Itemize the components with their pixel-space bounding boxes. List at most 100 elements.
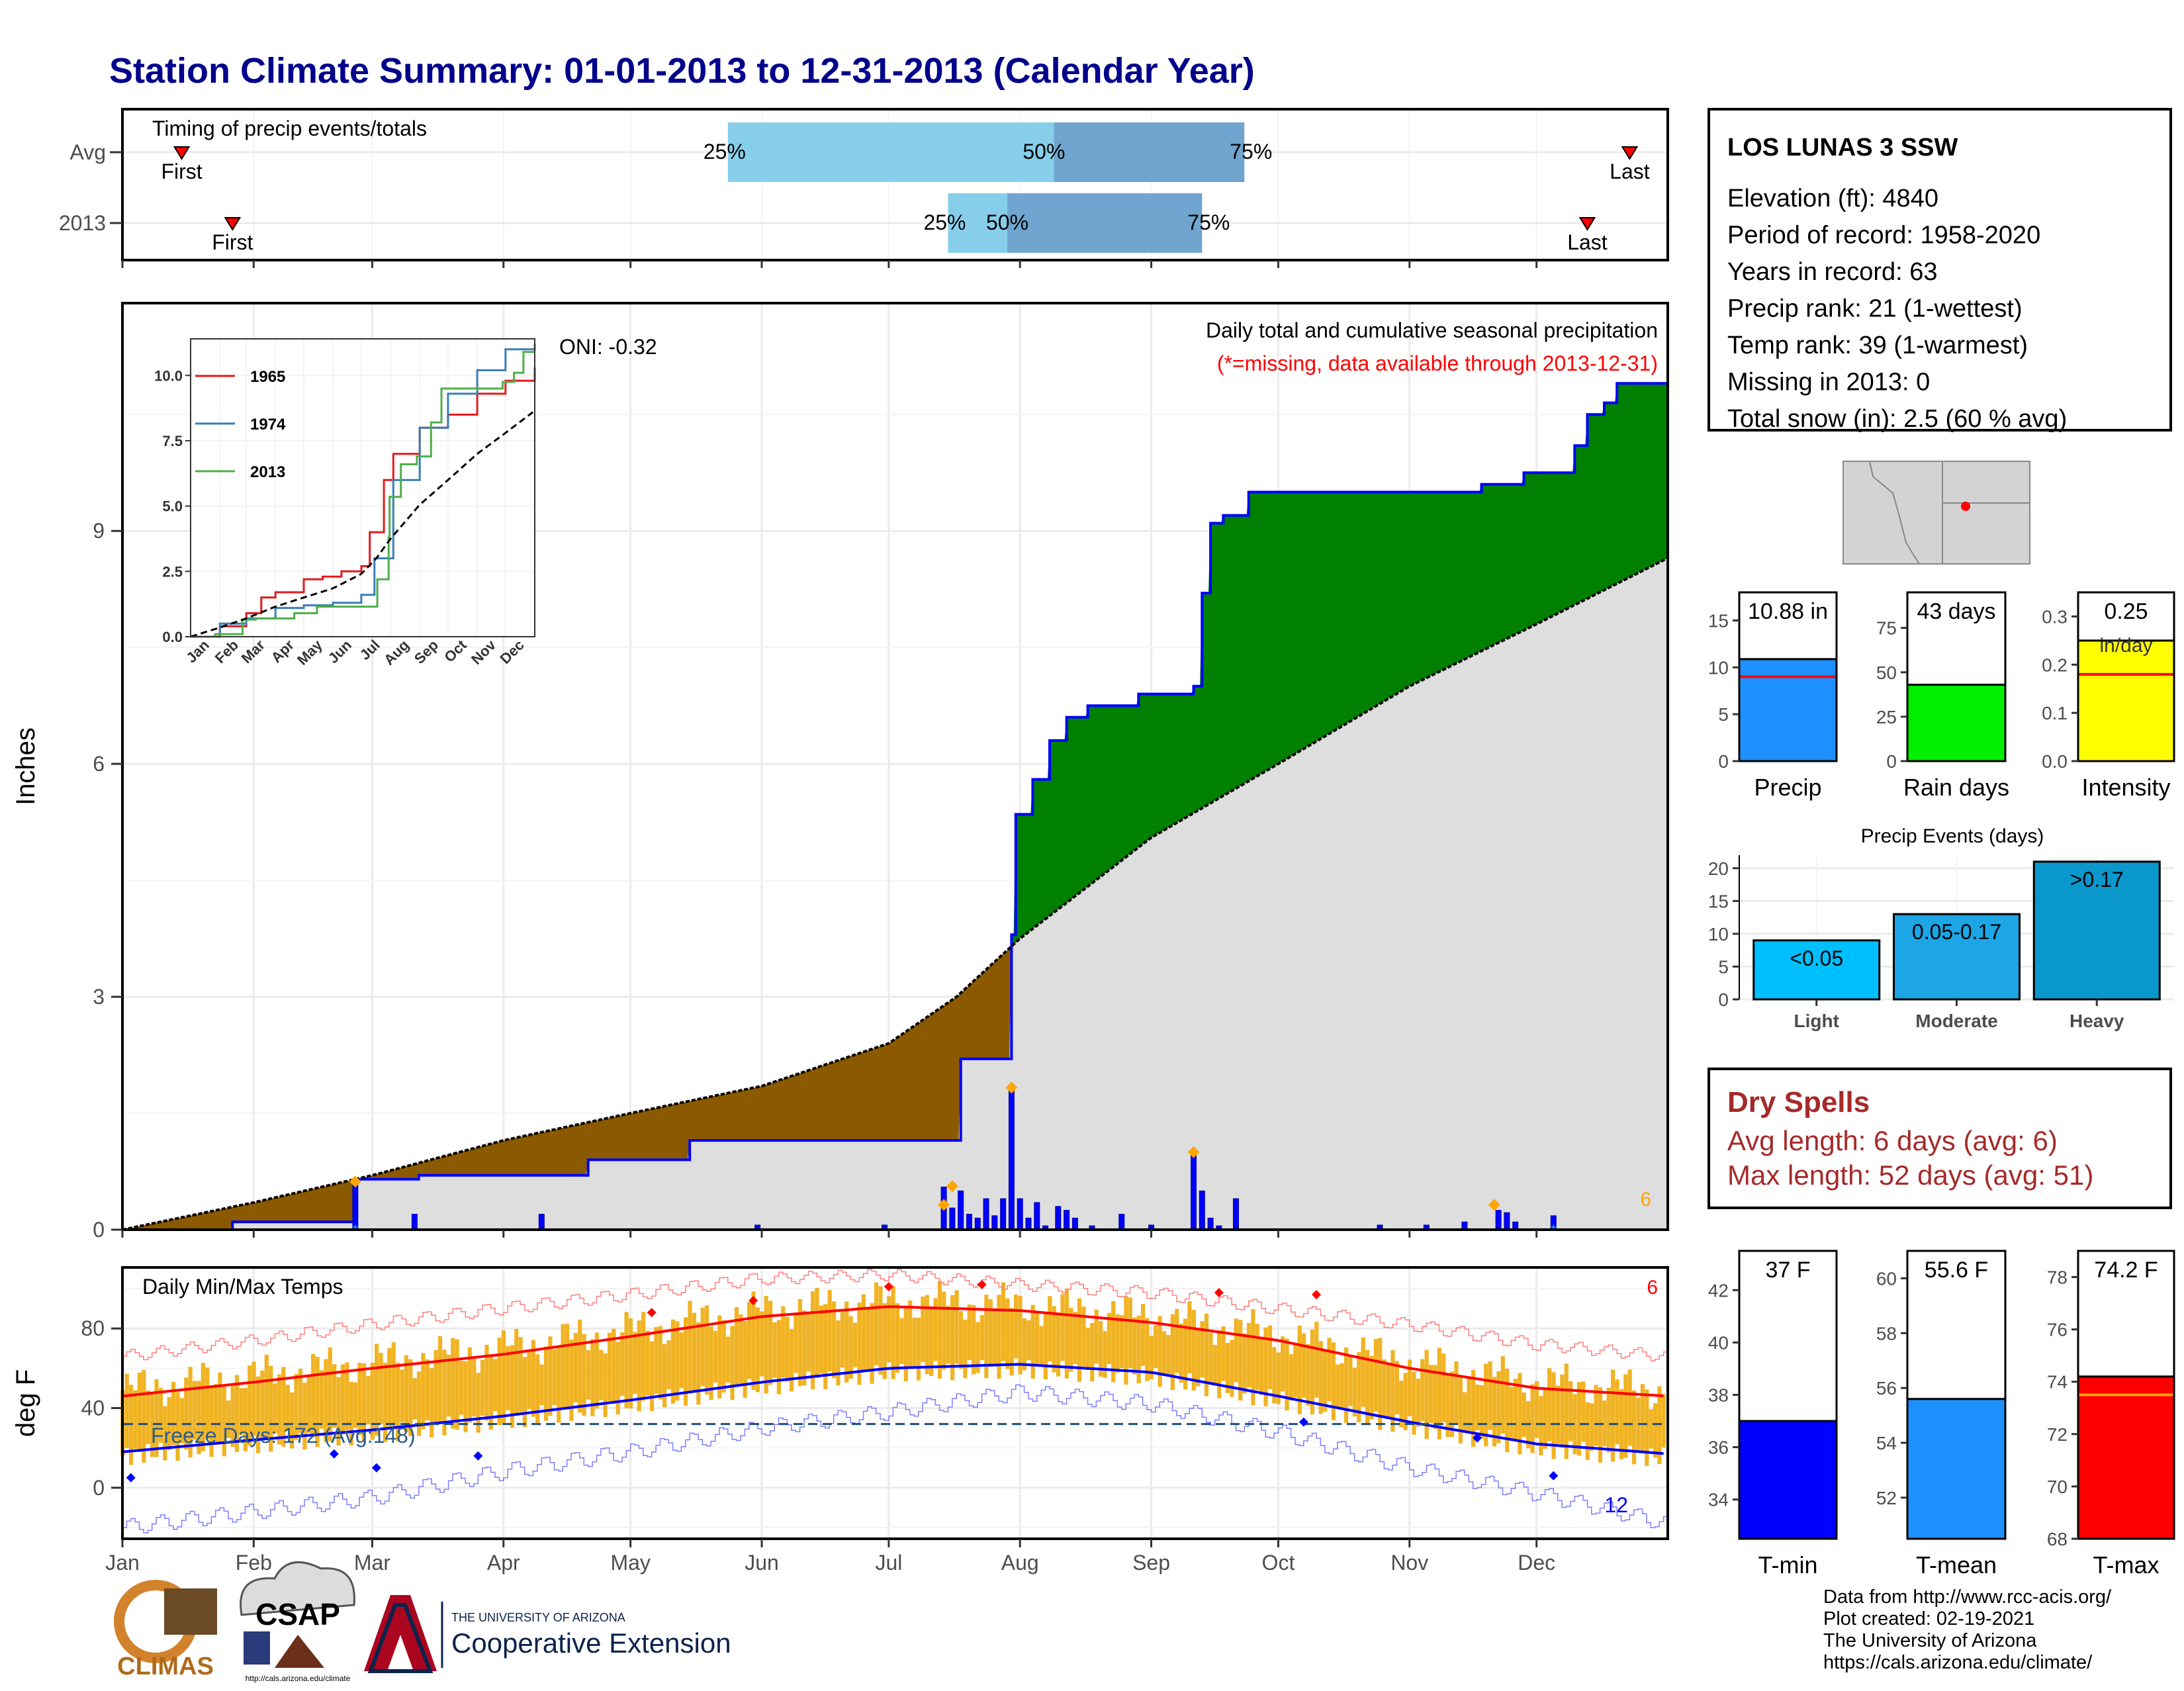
inset-month-label: Oct — [441, 636, 470, 665]
month-label: Aug — [1001, 1551, 1039, 1575]
events-category-label: Light — [1794, 1011, 1839, 1031]
daily-temp-range-bar — [425, 1359, 430, 1420]
daily-temp-range-bar — [255, 1376, 261, 1453]
month-label: Jul — [875, 1551, 902, 1575]
inset-ytick-label: 10.0 — [154, 367, 183, 384]
daily-temp-range-bar — [599, 1349, 604, 1400]
precip-summary-ytick-label: 0 — [1718, 751, 1729, 772]
temp-tmean-summary-category-label: T-mean — [1916, 1551, 1997, 1578]
temp-tmean-summary-ytick-label: 52 — [1876, 1488, 1897, 1508]
temp-ytick-label: 0 — [93, 1476, 105, 1500]
intensity-summary-frame — [2077, 591, 2175, 762]
daily-temp-range-bar — [522, 1357, 527, 1428]
timing-first-label: First — [161, 160, 202, 183]
daily-temp-range-bar — [1590, 1403, 1594, 1451]
daily-temp-range-bar — [379, 1353, 383, 1425]
daily-temp-range-bar — [1323, 1350, 1328, 1412]
daily-temp-range-bar — [624, 1312, 629, 1408]
daily-temp-range-bar — [124, 1373, 129, 1448]
daily-temp-range-bar — [1606, 1387, 1611, 1453]
daily-temp-range-bar — [810, 1291, 815, 1390]
daily-temp-range-bar — [1632, 1390, 1637, 1465]
daily-temp-range-bar — [476, 1373, 480, 1433]
daily-temp-range-bar — [1463, 1392, 1467, 1434]
daily-temp-range-bar — [446, 1354, 451, 1417]
daily-temp-range-bar — [929, 1308, 934, 1376]
temp-tmean-summary-value-bar — [1906, 1398, 2007, 1540]
intensity-summary-ytick-label: 0.0 — [2042, 751, 2068, 772]
month-label: Sep — [1132, 1551, 1170, 1575]
temp-tmin-summary-ytick-label: 38 — [1708, 1385, 1729, 1406]
daily-temp-range-bar — [1318, 1341, 1323, 1414]
daily-temp-range-bar — [1187, 1301, 1192, 1374]
daily-temp-range-bar — [1090, 1322, 1095, 1382]
record-low-marker — [473, 1451, 483, 1461]
daily-temp-range-bar — [954, 1290, 959, 1364]
daily-temp-range-bar — [1221, 1326, 1226, 1381]
inset-month-label: Apr — [268, 637, 298, 666]
daily-temp-range-bar — [535, 1354, 540, 1423]
station-info-line: Precip rank: 21 (1-wettest) — [1727, 295, 2023, 323]
daily-temp-range-bar — [1653, 1403, 1658, 1458]
daily-temp-range-bar — [1281, 1336, 1285, 1392]
temp-tmax-summary: 74.2 F 68 70 72 74 76 78 T-max — [2047, 1250, 2175, 1578]
temp-tmean-summary-ytick-label: 58 — [1876, 1323, 1897, 1344]
daily-temp-range-bar — [1534, 1381, 1539, 1438]
daily-temp-range-bar — [315, 1357, 320, 1447]
daily-temp-range-bar — [1344, 1347, 1349, 1424]
record-low-marker — [126, 1473, 136, 1483]
intensity-summary-value-unit: in/day — [2099, 635, 2152, 657]
daily-temp-range-bar — [1416, 1379, 1420, 1427]
record-high-marker — [1312, 1290, 1322, 1300]
daily-temp-range-bar — [1640, 1384, 1645, 1451]
daily-precip-bar — [1034, 1202, 1040, 1230]
precip-summary-value-label: 10.88 in — [1748, 599, 1828, 624]
daily-temp-range-bar — [1285, 1338, 1289, 1410]
rain-days-summary-ytick-label: 0 — [1886, 751, 1897, 772]
timing-q50-q75-bar — [1054, 122, 1245, 182]
daily-temp-range-bar — [721, 1320, 726, 1393]
precip-events-title: Precip Events (days) — [1861, 825, 2044, 847]
daily-temp-range-bar — [163, 1406, 167, 1461]
daily-temp-range-bar — [789, 1329, 794, 1392]
inset-series-2013 — [191, 351, 535, 638]
daily-temp-range-bar — [1399, 1381, 1404, 1428]
daily-temp-range-bar — [903, 1305, 908, 1382]
daily-temp-range-bar — [1077, 1298, 1082, 1382]
inset-month-label: Jun — [325, 637, 355, 666]
daily-temp-range-bar — [188, 1367, 193, 1458]
timing-last-marker — [1578, 217, 1596, 231]
temp-tmean-summary-value-label: 55.6 F — [1925, 1257, 1988, 1283]
daily-temp-range-bar — [408, 1359, 413, 1436]
daily-temp-range-bar — [1585, 1402, 1590, 1460]
dry-spells-max: Max length: 52 days (avg: 51) — [1727, 1160, 2093, 1191]
cold-days-count: 12 — [1604, 1493, 1628, 1517]
record-low-marker — [1549, 1471, 1559, 1481]
daily-temp-range-bar — [1310, 1329, 1315, 1415]
daily-temp-range-bar — [1560, 1374, 1565, 1447]
temp-tmin-summary-value-bar — [1738, 1420, 1838, 1540]
footer-line: The University of Arizona — [1823, 1630, 2037, 1651]
daily-precip-bar — [974, 1217, 981, 1230]
page-title: Station Climate Summary: 01-01-2013 to 1… — [109, 51, 1255, 91]
record-high-marker — [977, 1280, 987, 1290]
daily-temp-range-bar — [1365, 1349, 1370, 1425]
record-low-marker — [1298, 1417, 1308, 1427]
temp-tmean-summary-ytick-label: 60 — [1876, 1268, 1897, 1289]
daily-temp-range-bar — [243, 1388, 248, 1451]
daily-temp-range-bar — [277, 1374, 282, 1445]
rain-days-summary-ytick-label: 25 — [1876, 707, 1897, 727]
rain-days-summary-value-bar — [1906, 684, 2007, 762]
timing-q75-label: 75% — [1230, 140, 1272, 163]
daily-temp-range-bar — [1119, 1315, 1124, 1369]
intensity-summary-category-label: Intensity — [2081, 774, 2170, 801]
month-label: Nov — [1390, 1551, 1428, 1575]
daily-temp-range-bar — [404, 1355, 409, 1432]
daily-precip-bar — [991, 1215, 998, 1230]
temp-tmin-summary-ytick-label: 40 — [1708, 1332, 1729, 1353]
daily-temp-range-bar — [1026, 1320, 1031, 1361]
max-precip-marker — [1488, 1199, 1500, 1211]
precip-fill-areas — [122, 382, 1668, 1231]
daily-temp-range-bar — [1183, 1318, 1188, 1390]
